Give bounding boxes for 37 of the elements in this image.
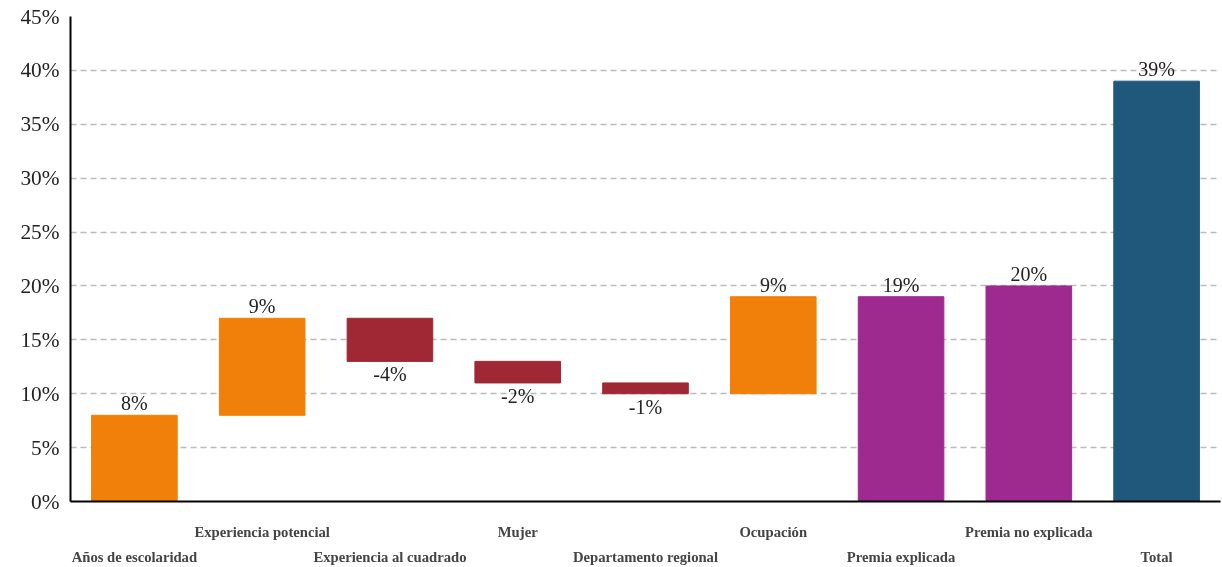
data-label: 20% bbox=[1010, 262, 1048, 285]
x-tick-label: Mujer bbox=[497, 523, 539, 540]
y-tick-label: 40% bbox=[20, 58, 60, 83]
data-label: 9% bbox=[759, 273, 787, 296]
x-tick-label: Premia explicada bbox=[846, 548, 956, 565]
y-tick-label: 20% bbox=[20, 273, 60, 298]
data-label: -1% bbox=[628, 395, 663, 418]
data-label: 19% bbox=[882, 273, 920, 296]
x-tick-label: Años de escolaridad bbox=[71, 548, 198, 565]
bar bbox=[985, 285, 1073, 502]
x-tick-label: Departamento regional bbox=[572, 548, 719, 565]
bar bbox=[1113, 80, 1200, 502]
data-label: -2% bbox=[501, 384, 535, 407]
y-tick-label: 45% bbox=[20, 4, 60, 29]
data-label: 39% bbox=[1138, 58, 1175, 81]
x-tick-label: Ocupación bbox=[739, 523, 808, 540]
y-tick-label: 30% bbox=[20, 166, 60, 191]
x-tick-label: Premia no explicada bbox=[965, 523, 1094, 540]
bar bbox=[602, 382, 689, 395]
data-label: 9% bbox=[248, 295, 276, 318]
y-tick-label: 5% bbox=[31, 435, 60, 460]
bar bbox=[91, 414, 178, 502]
bar bbox=[729, 296, 817, 395]
y-tick-label: 10% bbox=[20, 381, 60, 406]
x-tick-label: Experiencia potencial bbox=[194, 523, 330, 540]
bar bbox=[857, 296, 945, 502]
y-tick-label: 15% bbox=[20, 327, 60, 352]
y-tick-label: 25% bbox=[20, 220, 60, 245]
data-label: 8% bbox=[121, 392, 148, 415]
y-tick-label: 35% bbox=[20, 112, 60, 137]
y-tick-label: 0% bbox=[31, 489, 60, 514]
bar bbox=[218, 317, 306, 416]
data-label: -4% bbox=[373, 363, 407, 386]
bar bbox=[474, 360, 562, 384]
bar bbox=[346, 317, 434, 362]
x-tick-label: Total bbox=[1140, 548, 1173, 565]
x-tick-label: Experiencia al cuadrado bbox=[313, 548, 467, 565]
